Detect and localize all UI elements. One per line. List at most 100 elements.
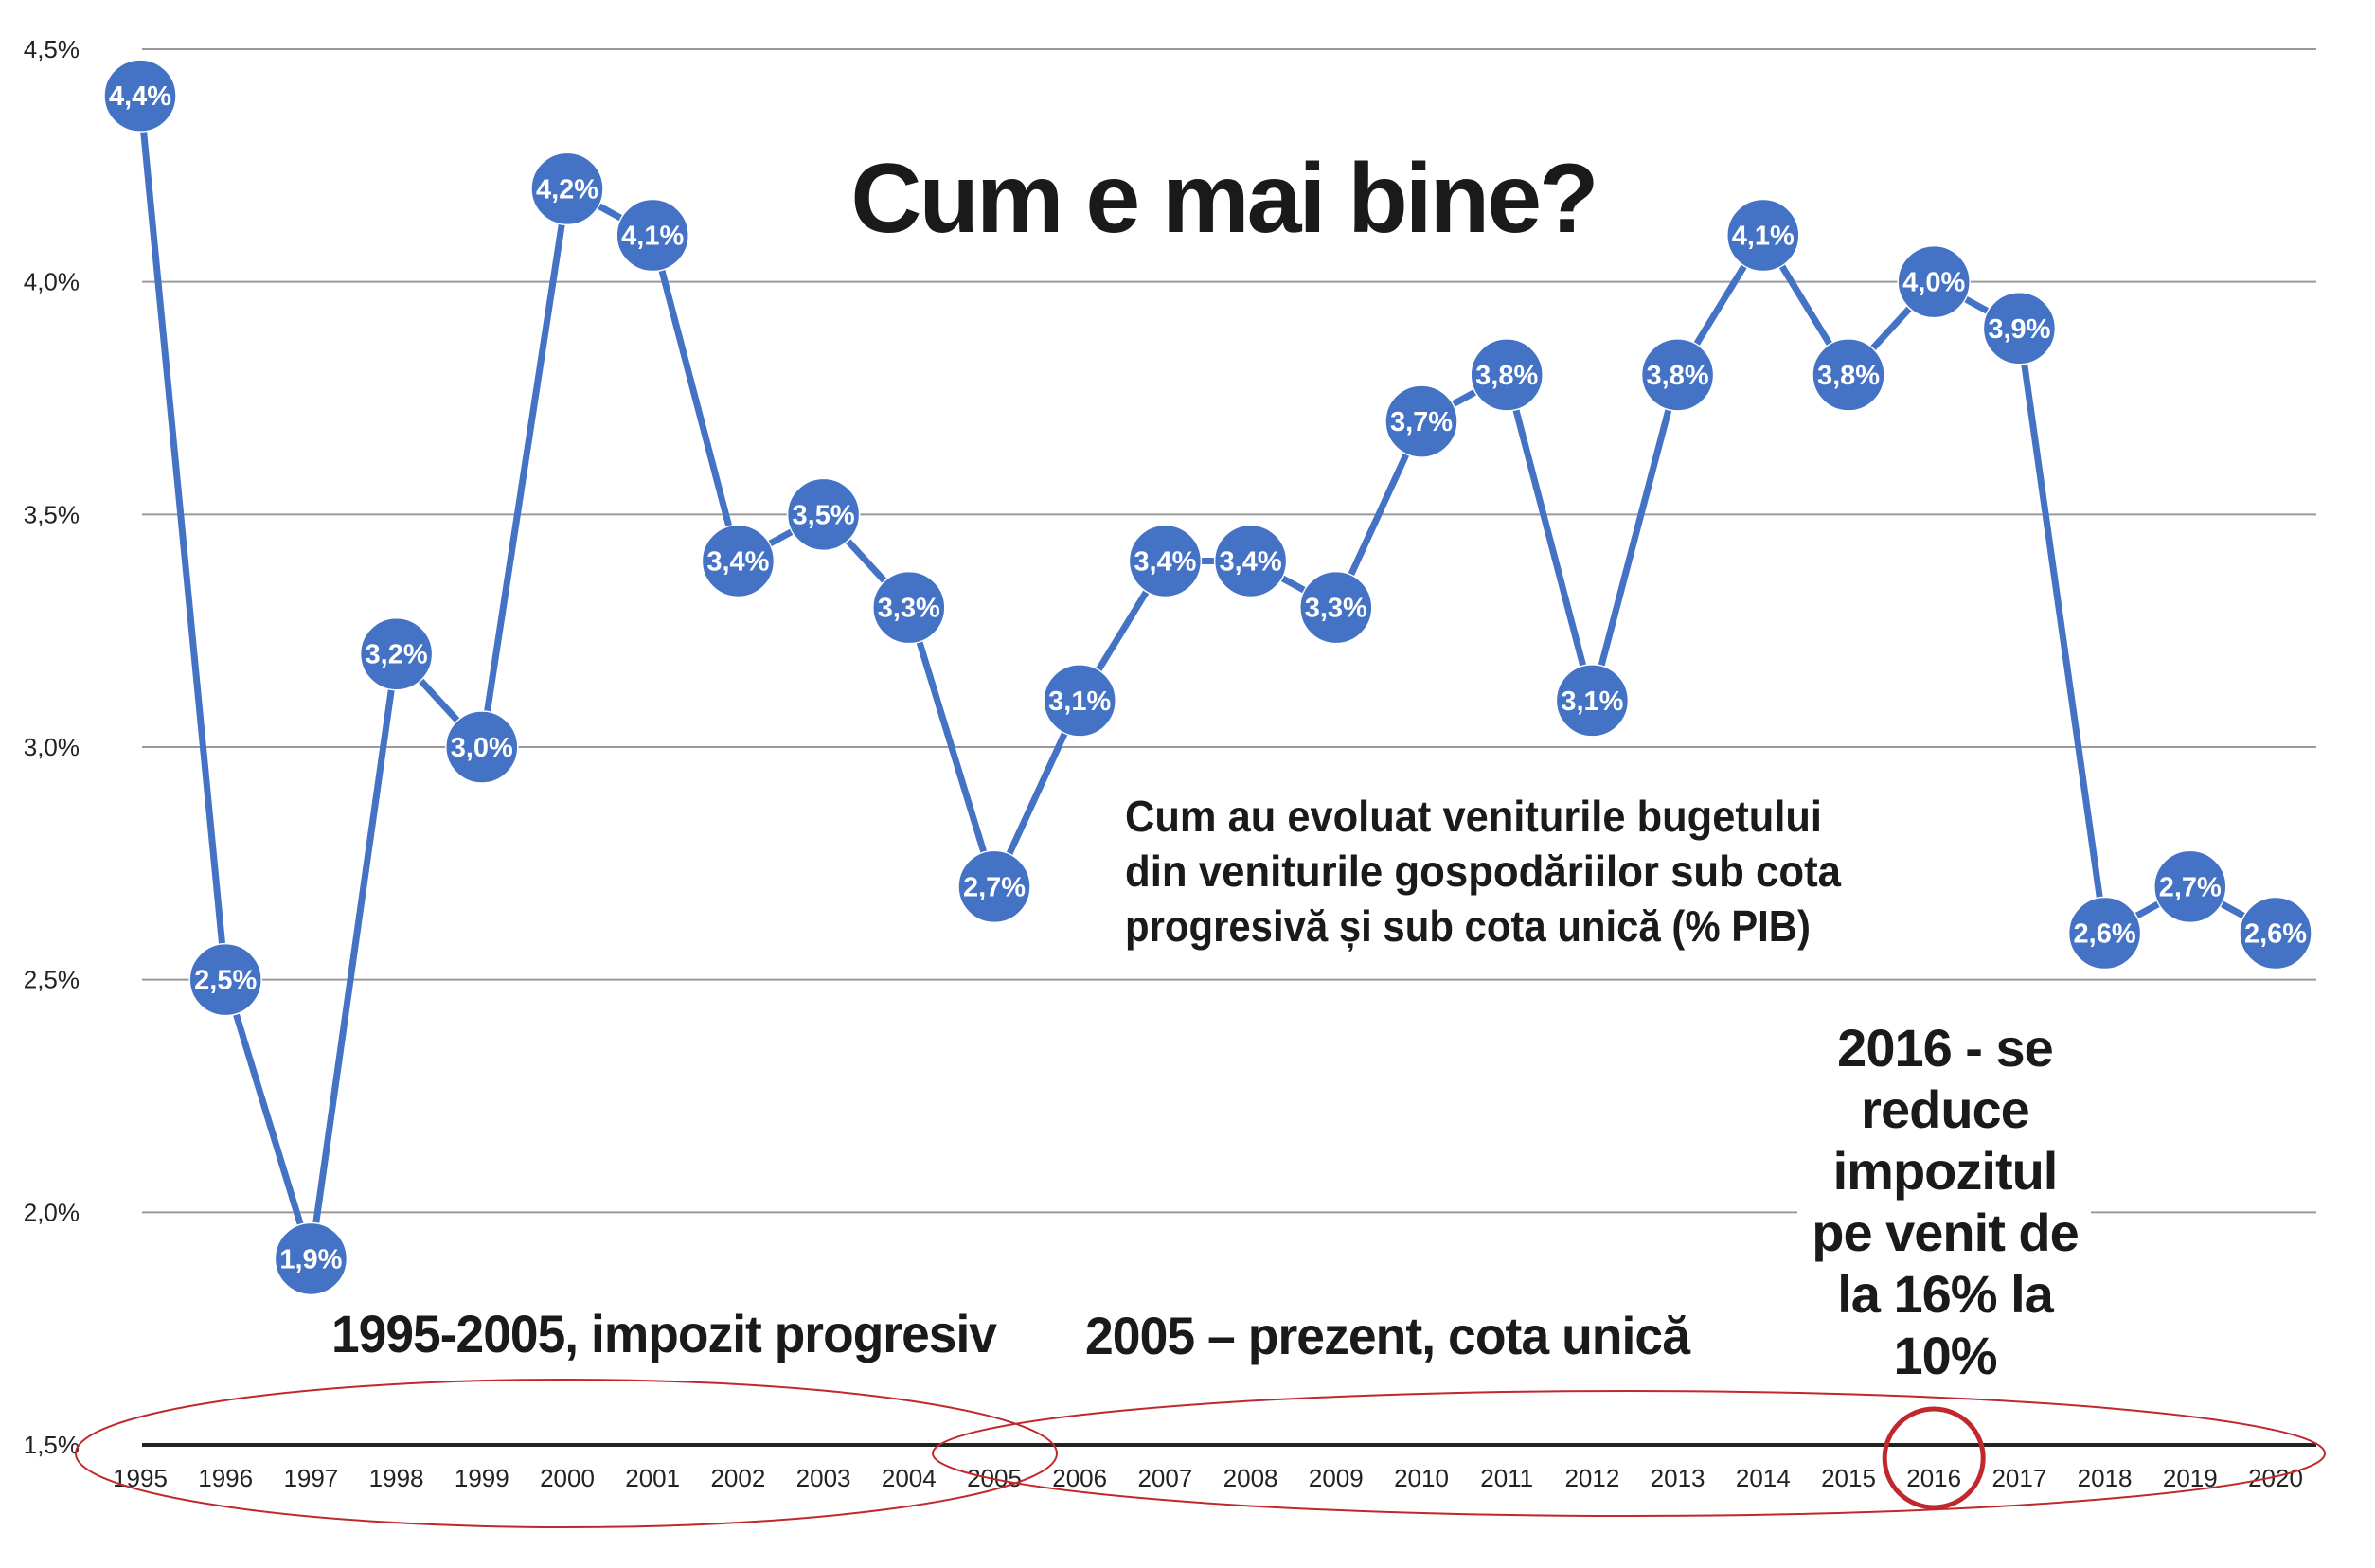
data-point-2007	[1128, 524, 1203, 598]
data-point-2003	[786, 477, 861, 552]
note-2016-line-3: impozitul	[1833, 1141, 2058, 1201]
x-tick-label: 2001	[625, 1464, 680, 1492]
note-2016-line-2: reduce	[1861, 1079, 2029, 1139]
data-point-1998	[359, 616, 434, 691]
subtitle-line-3: progresivă și sub cota unică (% PIB)	[1125, 901, 1811, 952]
data-label-2015: 3,8%	[1817, 361, 1880, 391]
data-point-2015	[1812, 338, 1885, 412]
x-tick-label: 2020	[2248, 1464, 2303, 1492]
circle-2016-highlight	[1882, 1406, 1986, 1510]
x-tick-label: 2002	[710, 1464, 765, 1492]
data-label-2009: 3,3%	[1305, 594, 1367, 624]
y-axis-tick-labels: 1,5% 2,0% 2,5% 3,0% 3,5% 4,0% 4,5%	[24, 35, 80, 1459]
x-tick-label: 1995	[113, 1464, 168, 1492]
data-point-2005	[957, 849, 1031, 924]
data-point-2018	[2067, 896, 2142, 971]
data-label-1996: 2,5%	[194, 966, 257, 996]
data-point-1997	[274, 1221, 348, 1296]
data-point-2019	[2153, 849, 2227, 924]
x-tick-label: 2004	[882, 1464, 937, 1492]
data-point-1999	[445, 710, 519, 784]
data-label-2014: 4,1%	[1732, 222, 1795, 252]
x-tick-label: 2018	[2078, 1464, 2133, 1492]
y-tick-label: 4,5%	[24, 35, 80, 63]
data-label-2001: 4,1%	[621, 222, 684, 252]
data-label-2010: 3,7%	[1390, 407, 1453, 437]
data-point-2011	[1470, 338, 1544, 412]
x-tick-label: 2017	[1991, 1464, 2046, 1492]
data-label-2005: 2,7%	[963, 872, 1026, 902]
x-tick-label: 2000	[540, 1464, 595, 1492]
period-progressive-label: 1995-2005, impozit progresiv	[331, 1304, 997, 1363]
data-label-2018: 2,6%	[2074, 919, 2136, 950]
x-tick-label: 2010	[1394, 1464, 1449, 1492]
x-tick-label: 2015	[1821, 1464, 1876, 1492]
chart-subtitle: Cum au evoluat veniturile bugetului din …	[1125, 792, 1841, 952]
x-tick-label: 1997	[283, 1464, 338, 1492]
y-tick-label: 2,5%	[24, 966, 80, 994]
data-point-2000	[530, 151, 604, 226]
data-label-2007: 3,4%	[1134, 546, 1196, 577]
x-tick-label: 2009	[1309, 1464, 1364, 1492]
data-label-2020: 2,6%	[2244, 919, 2307, 950]
x-axis-tick-labels: 1995 1996 1997 1998 1999 2000 2001 2002 2003 2004…	[113, 1464, 2303, 1492]
ellipse-flat-period	[932, 1390, 2326, 1517]
x-tick-label: 1996	[198, 1464, 253, 1492]
data-label-2008: 3,4%	[1220, 546, 1282, 577]
data-label-2013: 3,8%	[1647, 361, 1709, 391]
note-2016: 2016 - se reduce impozitul pe venit de l…	[1812, 1018, 2080, 1385]
data-label-1995: 4,4%	[109, 81, 171, 112]
data-label-2002: 3,4%	[706, 546, 769, 577]
x-tick-label: 2005	[967, 1464, 1022, 1492]
note-2016-line-4: pe venit de	[1812, 1203, 2079, 1262]
y-tick-label: 2,0%	[24, 1198, 80, 1226]
data-point-2004	[872, 570, 946, 645]
data-label-1997: 1,9%	[279, 1244, 342, 1274]
data-label-2011: 3,8%	[1475, 361, 1538, 391]
x-tick-label: 2007	[1137, 1464, 1192, 1492]
x-tick-label: 2013	[1651, 1464, 1705, 1492]
data-point-2014	[1726, 198, 1800, 273]
note-2016-background	[1797, 1004, 2091, 1382]
note-2016-line-5: la 16% la	[1837, 1264, 2054, 1324]
data-point-2002	[701, 524, 776, 598]
data-label-2004: 3,3%	[878, 594, 940, 624]
data-point-2006	[1043, 664, 1116, 738]
y-tick-label: 3,0%	[24, 733, 80, 761]
y-tick-label: 3,5%	[24, 500, 80, 528]
data-label-2012: 3,1%	[1561, 686, 1623, 717]
data-point-2016	[1897, 244, 1971, 319]
note-2016-line-1: 2016 - se	[1837, 1018, 2053, 1078]
data-point-1995	[103, 59, 177, 133]
data-label-2000: 4,2%	[536, 174, 598, 205]
x-tick-label: 2012	[1564, 1464, 1619, 1492]
y-tick-label: 1,5%	[24, 1431, 80, 1459]
y-tick-label: 4,0%	[24, 268, 80, 296]
data-label-2019: 2,7%	[2159, 872, 2222, 902]
x-tick-label: 2008	[1223, 1464, 1278, 1492]
x-tick-label: 2006	[1052, 1464, 1107, 1492]
data-points: 4,4% 2,5% 1,9% 3,2% 3,0% 4,2% 4,1% 3,4% 3,5% 3,3%…	[103, 59, 2312, 1296]
data-point-2009	[1299, 570, 1373, 645]
x-tick-label: 2003	[796, 1464, 851, 1492]
data-point-2013	[1640, 338, 1715, 412]
data-label-2003: 3,5%	[793, 500, 855, 530]
data-point-2020	[2239, 896, 2312, 971]
period-ellipses	[75, 1379, 2326, 1528]
x-tick-label: 2011	[1480, 1464, 1533, 1492]
data-point-2008	[1213, 524, 1288, 598]
data-label-2016: 4,0%	[1902, 268, 1965, 298]
data-point-1996	[188, 942, 262, 1017]
data-label-1999: 3,0%	[451, 733, 513, 763]
data-label-2006: 3,1%	[1048, 686, 1111, 717]
subtitle-line-2: din veniturile gospodăriilor sub cota	[1125, 846, 1841, 896]
data-point-2017	[1982, 292, 2057, 365]
data-point-2001	[616, 198, 689, 273]
note-2016-line-6: 10%	[1893, 1326, 1996, 1385]
data-label-1998: 3,2%	[366, 640, 428, 670]
data-label-2017: 3,9%	[1988, 314, 2050, 345]
x-tick-label: 2016	[1906, 1464, 1961, 1492]
chart-title: Cum e mai bine?	[850, 144, 1596, 254]
x-tick-label: 1999	[455, 1464, 509, 1492]
